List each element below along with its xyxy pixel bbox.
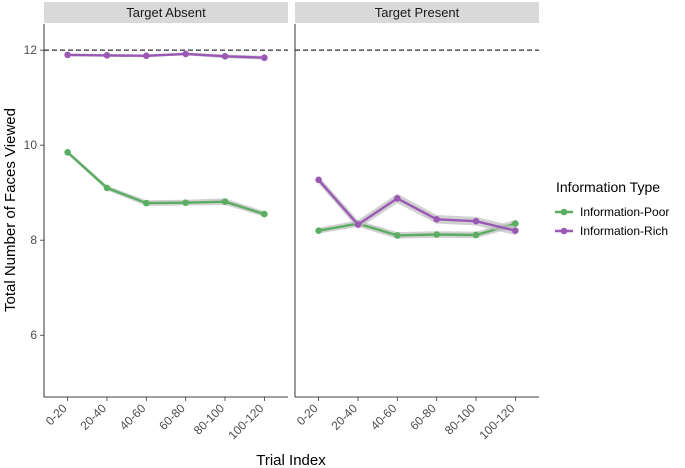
data-point bbox=[261, 210, 268, 218]
x-tick-label: 80-100 bbox=[191, 401, 228, 438]
x-tick-label: 80-100 bbox=[442, 401, 479, 438]
x-tick-label: 20-40 bbox=[328, 401, 360, 433]
data-point bbox=[433, 231, 440, 238]
data-point bbox=[394, 232, 401, 239]
x-tick-label: 100-120 bbox=[225, 401, 266, 442]
y-tick-label: 10 bbox=[24, 138, 38, 152]
legend-title: Information Type bbox=[556, 179, 660, 195]
x-axis-title: Trial Index bbox=[256, 452, 326, 468]
data-point bbox=[182, 50, 189, 58]
data-point bbox=[315, 227, 322, 234]
data-point bbox=[472, 217, 480, 225]
data-point bbox=[315, 176, 322, 184]
data-point bbox=[512, 227, 519, 234]
data-point bbox=[143, 52, 150, 60]
confidence-ribbon bbox=[67, 150, 265, 217]
series-line-information-rich bbox=[317, 179, 516, 232]
data-point bbox=[261, 54, 268, 62]
legend-key-point bbox=[560, 208, 568, 216]
x-tick-label: 100-120 bbox=[476, 401, 517, 442]
y-axis-title: Total Number of Faces Viewed bbox=[2, 108, 19, 312]
facet-strip-2 bbox=[295, 2, 539, 23]
x-tick-label: 40-60 bbox=[117, 401, 149, 433]
data-point bbox=[64, 148, 71, 156]
series-line-information-poor bbox=[318, 222, 516, 237]
x-tick-label: 0-20 bbox=[294, 401, 321, 428]
facet-title-1: Target Absent bbox=[126, 5, 206, 20]
data-point bbox=[472, 231, 480, 239]
y-tick-label: 12 bbox=[24, 43, 38, 57]
data-point bbox=[103, 52, 111, 59]
data-point bbox=[103, 184, 111, 192]
x-tick-label: 20-40 bbox=[77, 401, 109, 433]
data-point bbox=[64, 51, 71, 59]
data-point bbox=[394, 195, 401, 202]
data-point bbox=[143, 199, 150, 207]
series-line-information-rich bbox=[67, 52, 265, 59]
legend-key-point bbox=[560, 227, 568, 235]
data-point bbox=[512, 220, 519, 227]
x-tick-label: 60-80 bbox=[156, 401, 188, 433]
data-point bbox=[221, 198, 229, 206]
legend-entry: Information-Rich bbox=[580, 224, 668, 238]
facet-strip-1 bbox=[44, 2, 288, 23]
x-tick-label: 40-60 bbox=[368, 401, 400, 433]
y-tick-label: 8 bbox=[30, 233, 37, 247]
facet-title-2: Target Present bbox=[375, 5, 460, 20]
x-tick-label: 60-80 bbox=[407, 401, 439, 433]
y-tick-label: 6 bbox=[30, 328, 37, 342]
data-point bbox=[182, 199, 189, 206]
x-tick-label: 0-20 bbox=[43, 401, 70, 428]
data-point bbox=[221, 53, 229, 60]
legend-entry: Information-Poor bbox=[580, 205, 669, 219]
data-point bbox=[354, 221, 362, 228]
series-line-information-poor bbox=[66, 151, 265, 216]
data-point bbox=[433, 215, 440, 223]
